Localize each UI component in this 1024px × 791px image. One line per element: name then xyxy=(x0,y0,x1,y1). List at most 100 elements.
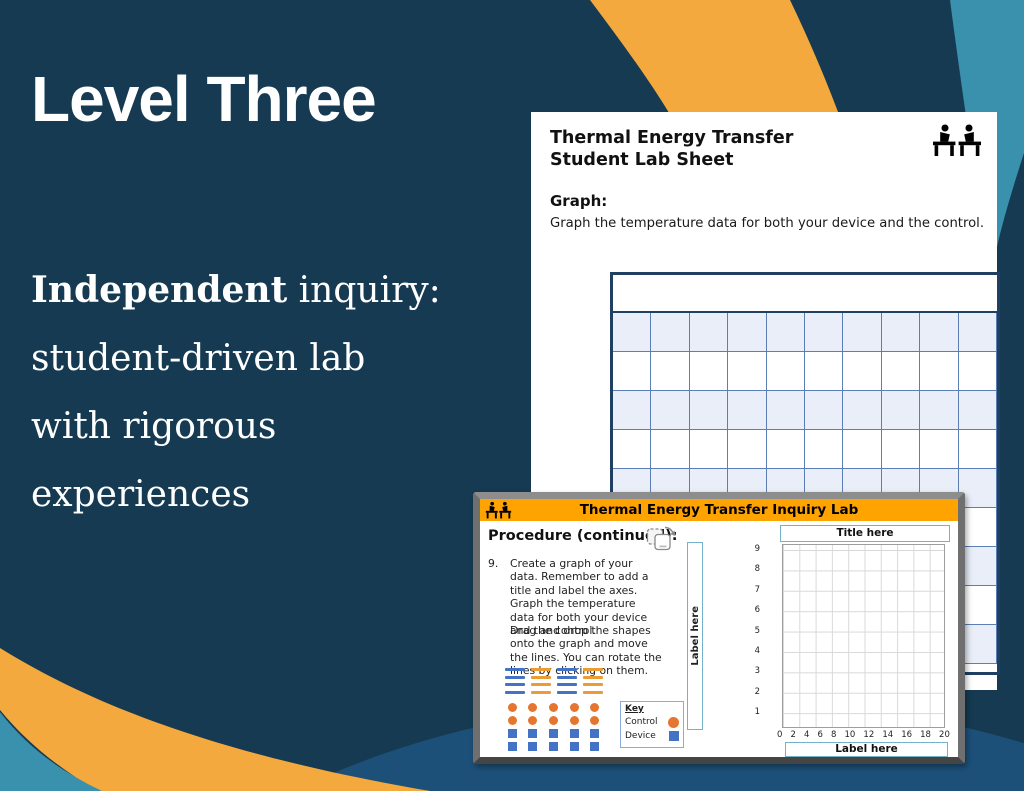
lab-grid-cell xyxy=(843,469,882,507)
step-text: Create a graph of your data. Remember to… xyxy=(510,557,649,638)
square-shapes-palette xyxy=(502,727,606,753)
lab-grid-cell xyxy=(843,430,882,468)
draggable-line-stack[interactable] xyxy=(505,668,525,698)
lab-grid-cell xyxy=(690,469,729,507)
draggable-control-point[interactable] xyxy=(528,703,538,712)
lab-grid-cell xyxy=(920,391,959,429)
inquiry-lab-title: Thermal Energy Transfer Inquiry Lab xyxy=(579,502,859,518)
x-tick-label: 18 xyxy=(920,730,931,740)
x-tick-label: 8 xyxy=(831,730,837,740)
draggable-control-point[interactable] xyxy=(528,716,538,725)
line-shape[interactable] xyxy=(505,675,525,679)
key-item-control: Control xyxy=(625,715,679,729)
key-circle-swatch xyxy=(668,716,679,728)
lab-grid-cell xyxy=(959,352,997,390)
draggable-device-point[interactable] xyxy=(569,729,579,738)
lab-grid-cell xyxy=(882,469,921,507)
draggable-device-point[interactable] xyxy=(569,742,579,751)
key-title: Key xyxy=(625,704,644,714)
draggable-device-point[interactable] xyxy=(590,729,600,738)
draggable-line-stack[interactable] xyxy=(531,668,551,698)
lab-grid-cell xyxy=(690,391,729,429)
y-axis-label-box[interactable]: Label here xyxy=(687,542,703,730)
line-shape[interactable] xyxy=(531,683,551,686)
y-axis-label: Label here xyxy=(689,606,701,666)
graph-plot-area[interactable] xyxy=(782,544,945,728)
x-tick-label: 14 xyxy=(882,730,894,740)
y-axis-ticks: 9 8 7 6 5 4 3 2 1 xyxy=(738,539,760,723)
draggable-device-point[interactable] xyxy=(590,742,600,751)
y-tick-label: 8 xyxy=(754,564,760,575)
step-number: 9. xyxy=(488,557,499,570)
procedure-heading: Procedure (continued): xyxy=(488,528,678,544)
lab-grid-cell xyxy=(690,352,729,390)
line-shape[interactable] xyxy=(505,668,525,671)
lab-grid-cell xyxy=(805,469,844,507)
key-item-label: Control xyxy=(625,717,658,727)
description-line-2: student-driven lab xyxy=(31,338,366,379)
lab-grid-cell xyxy=(843,391,882,429)
lab-grid-title-row xyxy=(613,275,997,313)
line-shape[interactable] xyxy=(531,668,551,671)
draggable-control-point[interactable] xyxy=(590,716,600,725)
lab-grid-cell xyxy=(728,391,767,429)
draggable-line-stack[interactable] xyxy=(583,668,603,698)
procedure-step-9: 9. Create a graph of your data. Remember… xyxy=(488,557,658,637)
draggable-line-stack[interactable] xyxy=(557,668,577,698)
draggable-control-point[interactable] xyxy=(507,716,517,725)
line-shape[interactable] xyxy=(531,690,551,694)
draggable-device-point[interactable] xyxy=(507,729,517,738)
lab-grid-cell xyxy=(690,430,729,468)
lab-grid-cell xyxy=(959,430,997,468)
lab-grid-cell xyxy=(613,313,652,351)
draggable-control-point[interactable] xyxy=(569,703,579,712)
draggable-control-point[interactable] xyxy=(590,703,600,712)
line-shape[interactable] xyxy=(505,683,525,686)
lab-grid-row xyxy=(613,352,997,391)
draggable-control-point[interactable] xyxy=(548,716,558,725)
draggable-device-point[interactable] xyxy=(507,742,517,751)
line-shape[interactable] xyxy=(505,690,525,694)
x-tick-label: 12 xyxy=(863,730,875,740)
draggable-device-point[interactable] xyxy=(548,742,558,751)
lab-grid-cell xyxy=(920,313,959,351)
x-axis-label-box[interactable]: Label here xyxy=(785,742,948,757)
draggable-control-point[interactable] xyxy=(507,703,517,712)
lab-grid-cell xyxy=(959,547,997,585)
x-tick-label: 20 xyxy=(939,730,950,740)
line-shape[interactable] xyxy=(583,675,603,679)
line-shape[interactable] xyxy=(583,683,603,686)
draggable-control-point[interactable] xyxy=(569,716,579,725)
line-shape[interactable] xyxy=(557,675,577,679)
line-shape[interactable] xyxy=(583,668,603,671)
draggable-control-point[interactable] xyxy=(548,703,558,712)
draggable-device-point[interactable] xyxy=(528,729,538,738)
x-tick-label: 10 xyxy=(844,730,856,740)
lab-grid-row xyxy=(613,391,997,430)
lab-grid-cell xyxy=(651,313,690,351)
lab-grid-cell xyxy=(651,352,690,390)
lab-grid-row xyxy=(613,313,997,352)
lab-grid-cell xyxy=(651,430,690,468)
lab-grid-cell xyxy=(959,625,997,663)
line-shape[interactable] xyxy=(583,690,603,694)
draggable-device-point[interactable] xyxy=(528,742,538,751)
line-shape[interactable] xyxy=(531,675,551,679)
graph-title-box[interactable]: Title here xyxy=(780,525,950,542)
lab-grid-cell xyxy=(613,430,652,468)
line-shape[interactable] xyxy=(557,683,577,686)
lab-grid-cell xyxy=(767,352,806,390)
line-shapes-palette xyxy=(505,668,603,698)
graph-section-heading: Graph: xyxy=(550,192,608,210)
draggable-device-point[interactable] xyxy=(548,729,558,738)
x-tick-label: 4 xyxy=(804,730,810,740)
inquiry-lab-header: Thermal Energy Transfer Inquiry Lab xyxy=(480,499,958,521)
lab-grid-cell xyxy=(920,430,959,468)
students-at-desks-icon xyxy=(931,124,983,156)
x-tick-label: 0 xyxy=(777,730,783,740)
lab-grid-cell xyxy=(767,391,806,429)
y-tick-label: 6 xyxy=(754,605,760,616)
lab-grid-cell xyxy=(882,313,921,351)
line-shape[interactable] xyxy=(557,690,577,694)
line-shape[interactable] xyxy=(557,668,577,671)
